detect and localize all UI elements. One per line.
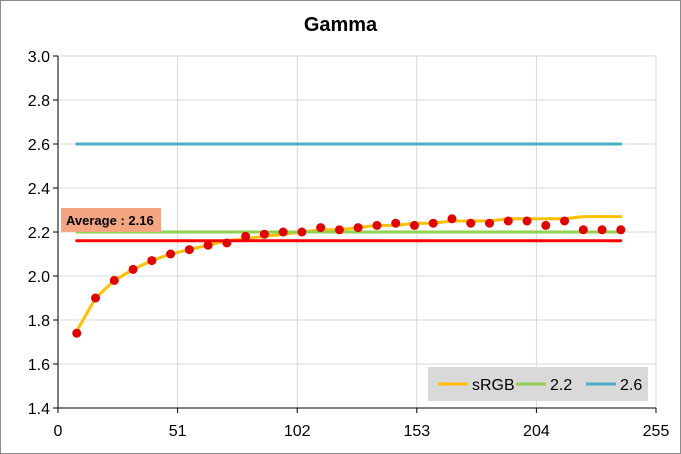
chart-title: Gamma [303, 14, 378, 36]
series-4-point [166, 249, 176, 259]
legend-label: sRGB [472, 377, 515, 394]
series-4-point [222, 238, 232, 248]
average-label-text: Average : 2.16 [66, 213, 154, 228]
series-4-point [128, 264, 138, 274]
x-tick-label: 0 [54, 423, 63, 440]
series-4-point [372, 220, 382, 230]
series-4-point [391, 218, 401, 228]
series-4-point [522, 216, 532, 226]
x-tick-label: 153 [403, 423, 430, 440]
y-tick-label: 1.8 [28, 313, 50, 330]
y-tick-label: 2.4 [28, 181, 50, 198]
series-4-point [109, 275, 119, 285]
x-tick-label: 51 [169, 423, 187, 440]
series-4-point [541, 220, 551, 230]
series-4-point [91, 293, 101, 303]
series-4-point [297, 227, 307, 237]
series-4-point [428, 218, 438, 228]
x-tick-label: 204 [523, 423, 550, 440]
y-tick-label: 3.0 [28, 49, 50, 66]
series-4-point [409, 220, 419, 230]
series-srgb-line [75, 215, 623, 333]
y-tick-label: 2.6 [28, 137, 50, 154]
series-4-point [503, 216, 513, 226]
series-4-point [447, 214, 457, 224]
legend-label: 2.6 [620, 377, 642, 394]
series-4-point [147, 256, 157, 266]
series-4-point [241, 231, 251, 241]
y-tick-label: 1.4 [28, 401, 50, 418]
legend-label: 2.2 [550, 377, 572, 394]
series-4-point [316, 223, 326, 233]
y-tick-label: 2.0 [28, 269, 50, 286]
y-tick-label: 2.2 [28, 225, 50, 242]
series-4-point [278, 227, 288, 237]
x-tick-label: 255 [643, 423, 670, 440]
series-4-point [578, 225, 588, 235]
series-4-point [259, 229, 269, 239]
y-tick-label: 2.8 [28, 93, 50, 110]
series-4-point [334, 225, 344, 235]
series-4-point [616, 225, 626, 235]
series-4-point [466, 218, 476, 228]
series-4-point [560, 216, 570, 226]
series-4-point [184, 245, 194, 255]
series-4-point [72, 328, 82, 338]
series-4-point [484, 218, 494, 228]
series-4-point [203, 240, 213, 250]
average-label-box [61, 208, 161, 232]
y-tick-label: 1.6 [28, 357, 50, 374]
x-tick-label: 102 [284, 423, 311, 440]
series-4-point [597, 225, 607, 235]
series-4-point [353, 223, 363, 233]
